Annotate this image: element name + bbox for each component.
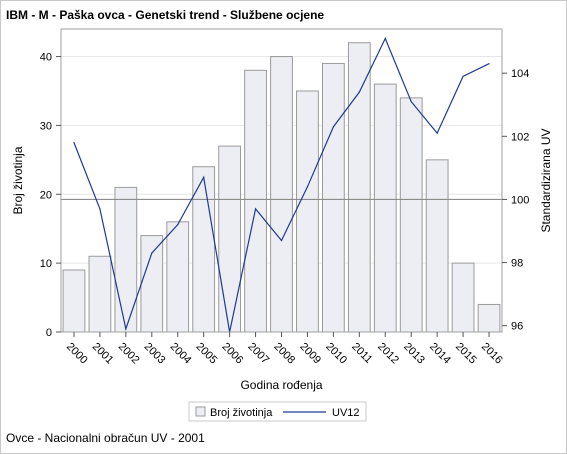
legend: Broj životinja UV12 <box>188 401 367 422</box>
bar <box>166 221 190 333</box>
x-tick-label: 2012 <box>375 341 401 367</box>
x-tick-label: 2005 <box>194 341 220 367</box>
bar <box>62 269 86 333</box>
y2-tick-label: 96 <box>511 321 523 333</box>
uv12-point <box>125 328 127 330</box>
x-tick-label: 2015 <box>453 341 479 367</box>
legend-bar-swatch <box>195 406 206 417</box>
y2-tick-label: 102 <box>511 131 529 143</box>
y-tick-label: 0 <box>46 327 52 339</box>
bar <box>477 303 501 333</box>
uv12-point <box>462 75 464 77</box>
x-tick-label: 2014 <box>427 341 453 367</box>
legend-box <box>188 401 367 422</box>
y-tick-label: 10 <box>40 258 52 270</box>
uv12-point <box>332 126 334 128</box>
y2-axis-label: Standardizirana UV <box>539 128 553 232</box>
uv12-point <box>177 224 179 226</box>
uv12-point <box>151 252 153 254</box>
bar <box>425 159 449 333</box>
legend-line-label: UV12 <box>332 407 360 419</box>
y2-tick-label: 104 <box>511 68 529 80</box>
x-tick-label: 2003 <box>142 341 168 367</box>
bars <box>62 42 501 333</box>
x-tick-label: 2000 <box>64 341 90 367</box>
x-tick-label: 2009 <box>297 341 323 367</box>
y-axis-label: Broj životinja <box>11 146 25 214</box>
uv12-point <box>280 239 283 242</box>
x-tick-label: 2002 <box>116 341 142 367</box>
bar <box>347 42 371 333</box>
y-tick-label: 30 <box>40 120 52 132</box>
uv12-point <box>203 176 205 178</box>
bar <box>114 186 138 333</box>
uv12-point <box>436 132 438 134</box>
uv12-point <box>384 37 386 40</box>
bar <box>296 90 319 333</box>
x-tick-label: 2004 <box>168 341 194 367</box>
x-tick-label: 2010 <box>323 341 349 367</box>
y-tick-label: 20 <box>40 189 52 201</box>
bar <box>373 83 397 333</box>
y2-tick-label: 100 <box>511 194 529 206</box>
x-tick-label: 2013 <box>401 341 427 367</box>
bar <box>270 56 293 333</box>
x-tick-label: 2001 <box>90 341 116 367</box>
uv12-point <box>99 208 101 210</box>
bar <box>399 97 423 333</box>
bar <box>244 69 267 333</box>
bar <box>321 62 345 333</box>
x-tick-label: 2006 <box>219 341 245 367</box>
x-axis-label: Godina rođenja <box>240 378 322 392</box>
legend-bar-label: Broj životinja <box>210 407 273 419</box>
bar <box>451 262 475 333</box>
x-tick-label: 2008 <box>271 341 297 367</box>
y2-tick-label: 98 <box>511 258 523 270</box>
bar <box>140 235 164 333</box>
x-tick-label: 2016 <box>479 341 505 367</box>
y-tick-label: 40 <box>40 52 52 64</box>
footnote: Ovce - Nacionalni obračun UV - 2001 <box>6 431 205 445</box>
uv12-point <box>73 142 75 144</box>
bar <box>218 145 242 333</box>
uv12-point <box>306 186 309 188</box>
uv12-point <box>358 91 360 93</box>
uv12-point <box>410 100 412 103</box>
x-tick-label: 2007 <box>245 341 271 367</box>
x-tick-label: 2011 <box>349 341 374 366</box>
uv12-point <box>488 63 490 65</box>
chart-title: IBM - M - Paška ovca - Genetski trend - … <box>6 8 325 22</box>
uv12-point <box>254 208 257 210</box>
bar <box>88 255 112 333</box>
